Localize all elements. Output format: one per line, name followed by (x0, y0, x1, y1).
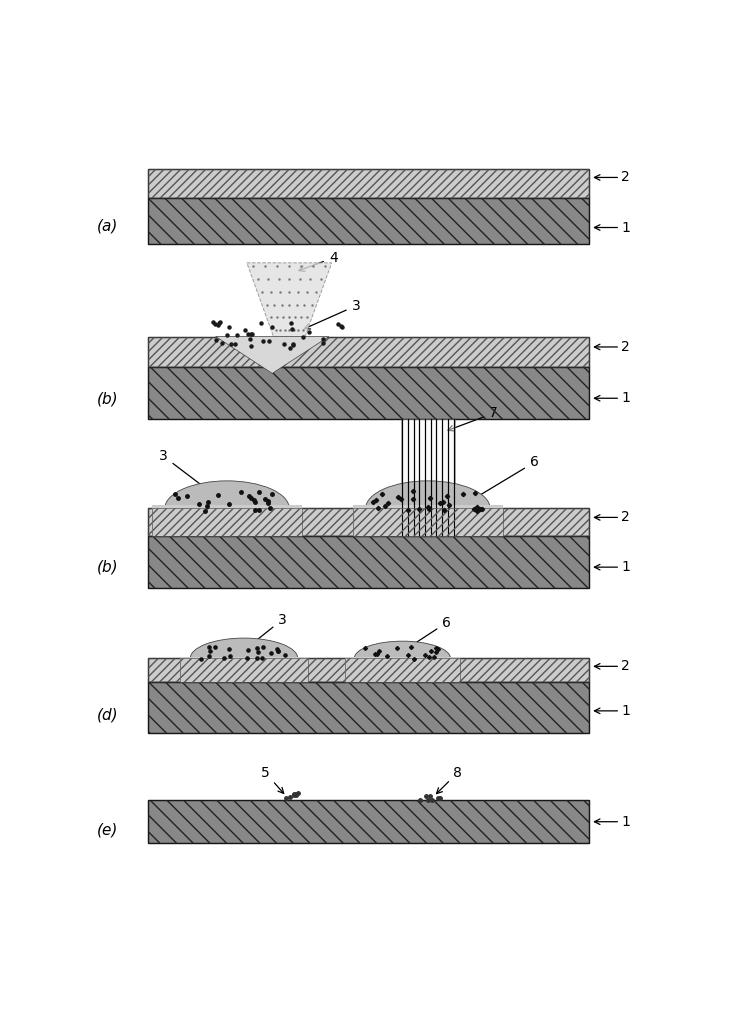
Bar (401, 419, 455, 536)
Bar (147, 800, 589, 843)
Bar (147, 336, 589, 368)
Bar (345, 656, 460, 682)
Bar (147, 199, 589, 244)
Text: (d): (d) (97, 707, 118, 722)
Ellipse shape (165, 481, 289, 536)
Text: 5: 5 (261, 766, 284, 793)
Text: 1: 1 (621, 814, 630, 829)
Bar (153, 509, 301, 536)
Ellipse shape (354, 641, 450, 676)
Bar (147, 682, 589, 732)
Bar (147, 169, 589, 199)
Polygon shape (216, 336, 328, 374)
Text: 6: 6 (475, 456, 539, 498)
Bar (180, 656, 309, 682)
Bar (147, 368, 589, 419)
Text: 3: 3 (159, 450, 218, 497)
Text: 2: 2 (621, 659, 630, 674)
Ellipse shape (366, 481, 490, 536)
Text: (a): (a) (97, 219, 118, 233)
Bar (147, 658, 589, 682)
Text: 1: 1 (621, 391, 630, 405)
Text: 2: 2 (621, 340, 630, 354)
Bar (353, 509, 502, 536)
Bar (147, 368, 589, 419)
Bar (147, 509, 589, 536)
Text: 1: 1 (621, 221, 630, 234)
Bar (147, 682, 589, 732)
Text: (e): (e) (97, 823, 118, 838)
Bar (147, 800, 589, 843)
Ellipse shape (191, 638, 298, 679)
Bar (147, 509, 589, 536)
Bar (147, 536, 589, 589)
Bar (147, 536, 589, 589)
Bar (147, 169, 589, 199)
Polygon shape (247, 262, 331, 336)
Bar (180, 658, 309, 682)
Text: 1: 1 (621, 704, 630, 718)
Bar (345, 658, 460, 682)
Text: 8: 8 (437, 766, 462, 793)
Text: 3: 3 (247, 613, 287, 647)
Text: 2: 2 (621, 511, 630, 525)
Bar (153, 505, 301, 536)
Text: 4: 4 (299, 251, 337, 271)
Text: 1: 1 (621, 560, 630, 574)
Text: 2: 2 (621, 170, 630, 184)
Bar (147, 658, 589, 682)
Text: 3: 3 (304, 299, 360, 329)
Bar (353, 505, 502, 536)
Text: (b): (b) (97, 391, 118, 406)
Text: 7: 7 (448, 406, 498, 431)
Text: (b): (b) (97, 560, 118, 575)
Bar (147, 336, 589, 368)
Bar (147, 199, 589, 244)
Text: 6: 6 (406, 616, 451, 649)
